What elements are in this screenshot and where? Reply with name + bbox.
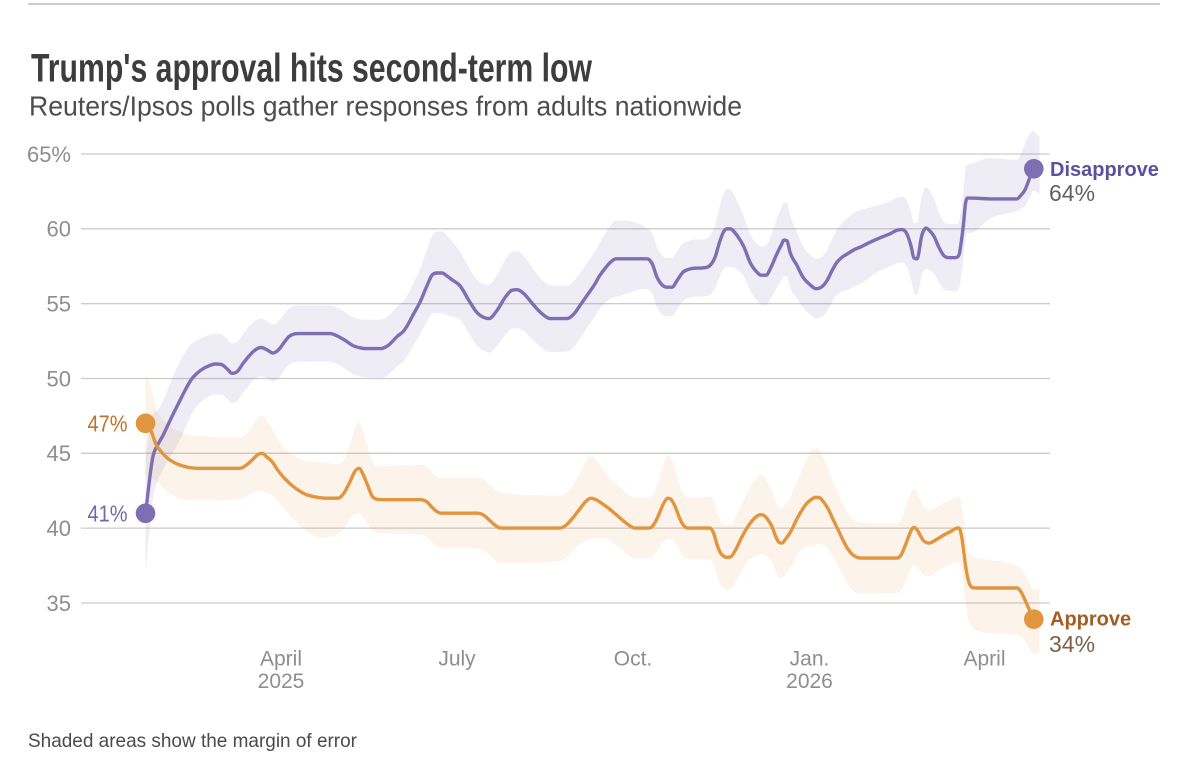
svg-text:34%: 34% — [1049, 631, 1095, 657]
svg-text:2025: 2025 — [258, 670, 305, 693]
svg-text:Disapprove: Disapprove — [1050, 159, 1159, 181]
svg-text:Jan.: Jan. — [790, 648, 830, 671]
svg-text:40: 40 — [47, 516, 71, 541]
svg-text:47%: 47% — [88, 410, 128, 436]
svg-text:April: April — [963, 648, 1005, 671]
svg-text:2026: 2026 — [786, 670, 833, 693]
svg-text:35: 35 — [47, 591, 71, 616]
svg-text:45: 45 — [47, 441, 71, 466]
svg-text:65%: 65% — [27, 142, 71, 167]
svg-text:July: July — [438, 648, 476, 671]
svg-text:April: April — [260, 648, 302, 671]
svg-text:60: 60 — [47, 217, 71, 242]
svg-text:Shaded areas show the margin o: Shaded areas show the margin of error — [28, 730, 357, 752]
svg-text:Trump's approval hits second-t: Trump's approval hits second-term low — [31, 47, 593, 91]
svg-text:Approve: Approve — [1050, 609, 1131, 631]
svg-text:55: 55 — [47, 292, 71, 317]
svg-text:64%: 64% — [1049, 180, 1095, 206]
svg-text:Reuters/Ipsos polls gather res: Reuters/Ipsos polls gather responses fro… — [29, 90, 742, 121]
svg-text:41%: 41% — [88, 501, 128, 527]
svg-text:50: 50 — [47, 366, 71, 391]
svg-text:Oct.: Oct. — [614, 648, 653, 671]
